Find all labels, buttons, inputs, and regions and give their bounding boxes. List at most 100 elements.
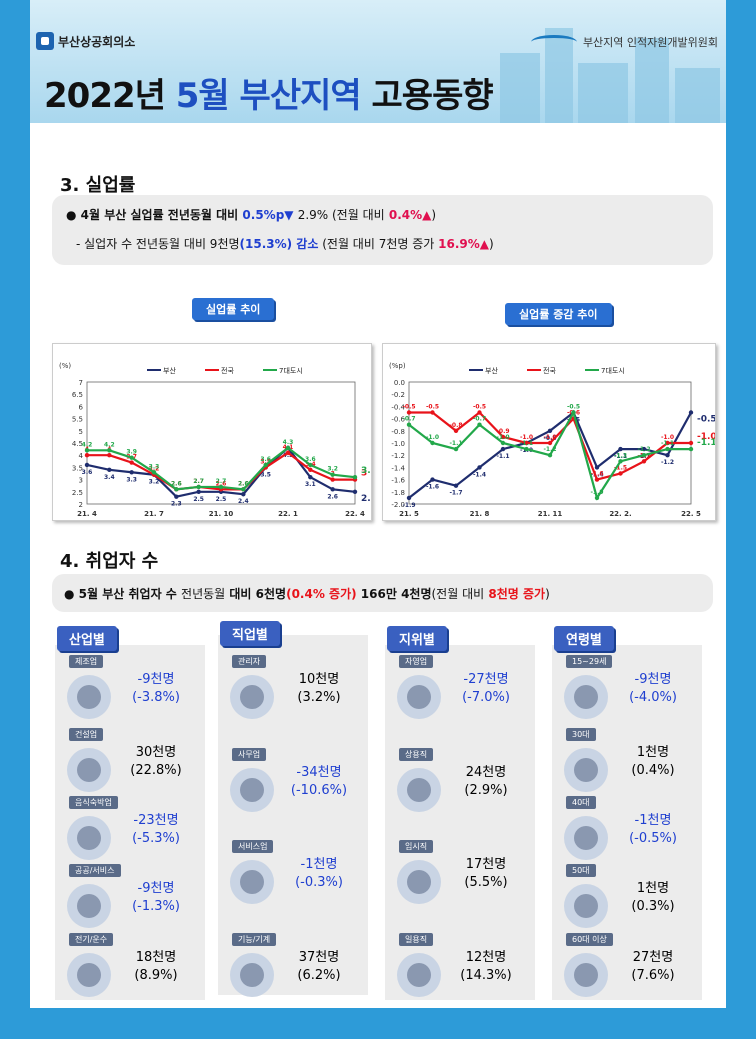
data-point — [500, 440, 506, 446]
data-label: 3.4 — [104, 474, 115, 481]
regular-worker-icon — [397, 768, 441, 812]
y-tick-label: -1.4 — [391, 464, 405, 472]
employment-item: 임시직 17천명 (5.5%) — [385, 840, 535, 920]
data-label: -1.2 — [637, 446, 650, 453]
data-label: -0.8 — [543, 435, 556, 442]
data-label: -0.5 — [402, 404, 415, 411]
y-tick-label: 5 — [79, 428, 83, 436]
chart2-title: 실업률 증감 추이 — [505, 303, 612, 325]
legend-label: 전국 — [543, 366, 556, 375]
data-label: -1.2 — [661, 459, 674, 466]
employment-item: 50대 1천명 (0.3%) — [552, 864, 702, 944]
data-label: 3.2 — [327, 466, 338, 473]
data-point — [453, 446, 459, 452]
unemployment-line1: ● 4월 부산 실업률 전년동월 대비 0.5%p▼ 2.9% (전월 대비 0… — [66, 208, 437, 222]
data-point — [285, 445, 291, 451]
data-point — [107, 467, 112, 473]
data-label: -0.8 — [449, 422, 462, 429]
service-icon — [67, 884, 111, 928]
chart1-title: 실업률 추이 — [192, 298, 275, 320]
youth-icon — [564, 675, 608, 719]
data-label: 2.6 — [238, 480, 249, 487]
data-point — [665, 440, 670, 446]
manager-icon — [230, 675, 274, 719]
employment-item: 제조업 -9천명 (-3.8%) — [55, 655, 205, 735]
y-tick-label: 7 — [79, 379, 83, 387]
data-label: -1.5 — [614, 465, 627, 472]
data-point — [641, 459, 647, 464]
data-point — [174, 494, 179, 499]
data-label: -1.1 — [520, 440, 533, 447]
employment-item-value: -9천명 (-3.8%) — [132, 672, 180, 705]
temp-worker-icon — [397, 860, 441, 904]
legend-label: 부산 — [163, 366, 176, 375]
x-tick-label: 21. 5 — [399, 510, 419, 518]
data-point — [524, 446, 529, 452]
data-point — [330, 472, 335, 477]
age40-icon — [564, 816, 608, 860]
data-point — [665, 446, 670, 452]
y-tick-label: -0.4 — [391, 403, 405, 411]
daily-worker-icon — [397, 953, 441, 997]
data-point — [641, 446, 647, 452]
y-tick-label: 2.5 — [72, 489, 83, 497]
plot-area — [86, 381, 356, 505]
unemployment-line2: - 실업자 수 전년동월 대비 9천명(15.3%) 감소 (전월 대비 7천명… — [76, 237, 494, 251]
data-label: 3.5 — [260, 458, 271, 465]
employment-item-label: 공공/서비스 — [69, 864, 121, 877]
data-label: 2.6 — [238, 480, 249, 487]
data-point — [524, 440, 529, 446]
data-label: 2.7 — [216, 478, 227, 485]
employment-item-value: 24천명 (2.9%) — [464, 765, 508, 798]
data-label: 4.2 — [82, 441, 93, 448]
employment-item-label: 일용직 — [399, 933, 434, 946]
y-tick-label: 6.5 — [72, 391, 83, 399]
data-point — [430, 477, 435, 482]
data-point — [594, 477, 600, 482]
employment-item-value: -27천명 (-7.0%) — [462, 672, 510, 705]
data-label: 4.3 — [283, 439, 294, 446]
data-label: -0.5 — [567, 404, 580, 411]
y-tick-label: 5.5 — [72, 416, 83, 424]
crane-icon — [67, 748, 111, 792]
data-label: 3.6 — [305, 456, 316, 463]
employment-item-label: 50대 — [566, 864, 596, 877]
data-label: -1.1 — [661, 440, 674, 447]
employment-item: 60대 이상 27천명 (7.6%) — [552, 933, 702, 1013]
y-tick-label: -0.2 — [391, 391, 405, 399]
data-label: -1.6 — [590, 471, 603, 478]
data-label: -0.5 — [426, 404, 439, 411]
data-point — [308, 467, 313, 473]
y-tick-label: 2 — [79, 501, 83, 509]
data-point — [594, 495, 600, 501]
employment-section-title: 4. 취업자 수 — [60, 551, 159, 572]
data-point — [151, 470, 157, 475]
data-label: -1.1 — [697, 438, 716, 448]
data-point — [196, 484, 201, 490]
data-label: 3.2 — [149, 479, 160, 486]
data-point — [308, 474, 313, 480]
council-logo-icon — [530, 35, 577, 49]
x-tick-label: 21. 8 — [470, 510, 490, 518]
employment-item-value: 30천명 (22.8%) — [130, 745, 182, 778]
data-label: -1.0 — [520, 434, 533, 441]
y-tick-label: 4.5 — [72, 440, 83, 448]
employment-item: 기능/기계 37천명 (6.2%) — [218, 933, 368, 1013]
y-tick-label: -2.0 — [391, 501, 405, 509]
data-point — [547, 440, 553, 446]
legend-label: 7대도시 — [279, 367, 303, 375]
data-point — [547, 428, 553, 433]
data-point — [84, 448, 90, 453]
data-label: 2.5 — [361, 494, 372, 504]
data-label: -1.6 — [426, 484, 439, 491]
employment-item-label: 제조업 — [69, 655, 104, 668]
unemployment-section-title: 3. 실업률 — [60, 175, 136, 196]
data-point — [477, 465, 482, 470]
data-point — [330, 487, 335, 492]
x-tick-label: 21. 11 — [538, 510, 563, 518]
employment-item-label: 기능/기계 — [232, 933, 277, 946]
data-label: 2.6 — [216, 480, 227, 487]
y-tick-label: 3 — [79, 477, 83, 485]
employment-item-value: 10천명 (3.2%) — [297, 672, 341, 705]
data-point — [688, 410, 694, 415]
